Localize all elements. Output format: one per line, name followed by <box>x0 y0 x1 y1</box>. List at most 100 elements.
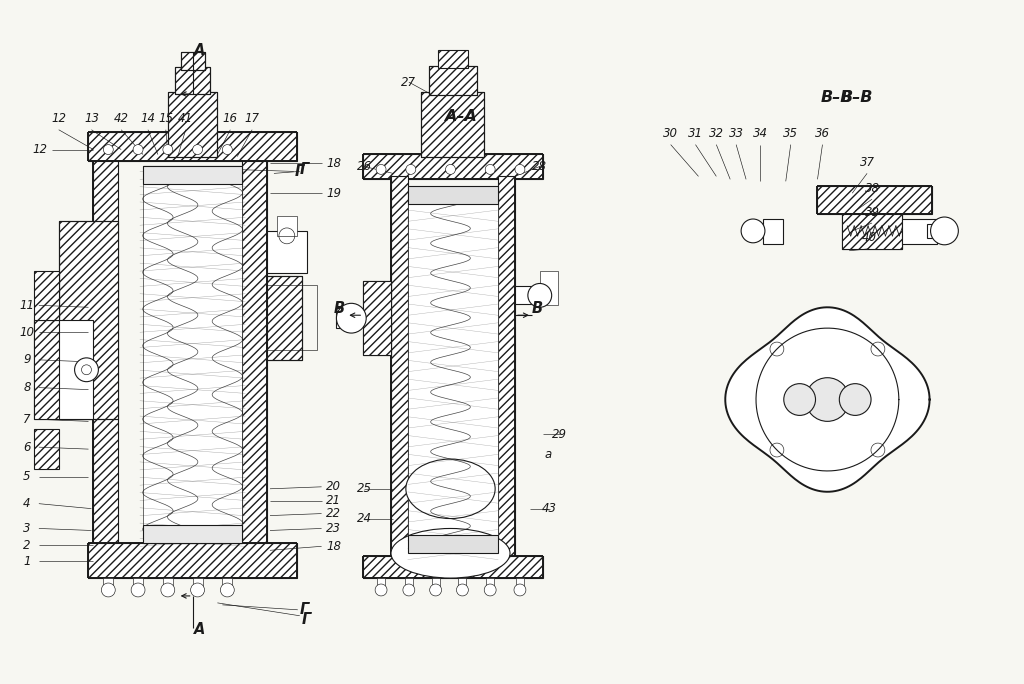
Circle shape <box>101 583 116 597</box>
Bar <box>540 271 558 305</box>
Circle shape <box>806 378 849 421</box>
Bar <box>267 285 316 350</box>
Circle shape <box>82 365 91 375</box>
Text: 33: 33 <box>729 127 743 140</box>
Text: 43: 43 <box>542 502 557 515</box>
Circle shape <box>840 384 871 415</box>
Bar <box>391 176 408 563</box>
Circle shape <box>770 443 783 457</box>
Bar <box>377 578 385 592</box>
Bar <box>58 221 118 419</box>
Text: А–А: А–А <box>444 109 477 124</box>
Text: 38: 38 <box>864 182 880 195</box>
Text: 41: 41 <box>178 112 194 125</box>
Circle shape <box>193 144 203 155</box>
Circle shape <box>163 144 173 155</box>
Text: 10: 10 <box>19 326 35 339</box>
Text: 39: 39 <box>864 206 880 219</box>
Bar <box>34 320 58 419</box>
Text: В: В <box>531 301 543 316</box>
Bar <box>408 536 498 553</box>
Text: 12: 12 <box>51 112 67 125</box>
Circle shape <box>133 144 143 155</box>
Bar <box>364 153 543 179</box>
Text: 17: 17 <box>245 112 260 125</box>
Text: 14: 14 <box>140 112 156 125</box>
Text: 15: 15 <box>159 112 173 125</box>
Bar <box>193 578 203 593</box>
Bar <box>498 176 515 563</box>
Text: 34: 34 <box>753 127 767 140</box>
Ellipse shape <box>406 459 496 518</box>
Text: 25: 25 <box>356 482 372 495</box>
Bar <box>408 186 498 204</box>
Text: 1: 1 <box>24 555 31 568</box>
Text: 8: 8 <box>24 381 31 394</box>
Text: 28: 28 <box>532 160 547 173</box>
Bar <box>763 219 782 244</box>
Circle shape <box>376 164 386 174</box>
Text: 24: 24 <box>356 512 372 525</box>
Bar <box>843 214 902 249</box>
Bar <box>88 132 297 161</box>
Text: В–В: В–В <box>821 90 854 105</box>
Bar <box>175 67 211 94</box>
Text: 37: 37 <box>859 156 874 169</box>
Text: 20: 20 <box>326 480 341 493</box>
Bar <box>437 51 468 68</box>
Text: Г: Г <box>300 162 309 177</box>
Circle shape <box>485 164 496 174</box>
Bar <box>817 186 932 214</box>
Bar <box>133 578 143 593</box>
Bar <box>143 525 243 543</box>
Text: 22: 22 <box>326 507 341 520</box>
Bar <box>516 578 524 592</box>
Text: 5: 5 <box>24 471 31 484</box>
Bar <box>168 92 217 157</box>
Polygon shape <box>725 307 930 492</box>
Text: 18: 18 <box>326 157 341 170</box>
Text: 6: 6 <box>24 440 31 453</box>
Bar <box>364 556 543 578</box>
Circle shape <box>931 217 958 245</box>
Text: 9: 9 <box>24 354 31 367</box>
Bar <box>267 231 306 272</box>
Circle shape <box>484 584 497 596</box>
Circle shape <box>103 144 114 155</box>
Text: Г: Г <box>302 612 311 627</box>
Text: 27: 27 <box>401 76 417 89</box>
Text: 31: 31 <box>688 127 703 140</box>
Bar <box>88 543 297 578</box>
Circle shape <box>514 584 526 596</box>
Bar <box>143 166 243 184</box>
Text: а: а <box>544 447 551 460</box>
Text: 23: 23 <box>326 522 341 535</box>
Text: 19: 19 <box>326 187 341 200</box>
Bar <box>243 157 267 553</box>
Text: 13: 13 <box>84 112 99 125</box>
Text: 42: 42 <box>114 112 129 125</box>
Text: 11: 11 <box>19 299 35 312</box>
Text: 35: 35 <box>783 127 799 140</box>
Bar <box>103 578 114 593</box>
Circle shape <box>190 583 205 597</box>
Bar <box>843 214 902 249</box>
Bar <box>163 578 173 593</box>
Circle shape <box>527 283 552 307</box>
Circle shape <box>871 443 885 457</box>
Text: В: В <box>334 301 345 316</box>
Bar <box>180 53 205 70</box>
Bar <box>432 578 439 592</box>
Bar <box>337 308 356 328</box>
Circle shape <box>445 164 456 174</box>
Circle shape <box>430 584 441 596</box>
Text: 4: 4 <box>24 497 31 510</box>
Bar <box>902 219 937 244</box>
Ellipse shape <box>391 529 510 578</box>
Circle shape <box>770 342 783 356</box>
Bar <box>276 216 297 236</box>
Circle shape <box>161 583 175 597</box>
Text: 12: 12 <box>33 143 47 156</box>
Bar <box>927 224 946 238</box>
Bar <box>408 186 498 553</box>
